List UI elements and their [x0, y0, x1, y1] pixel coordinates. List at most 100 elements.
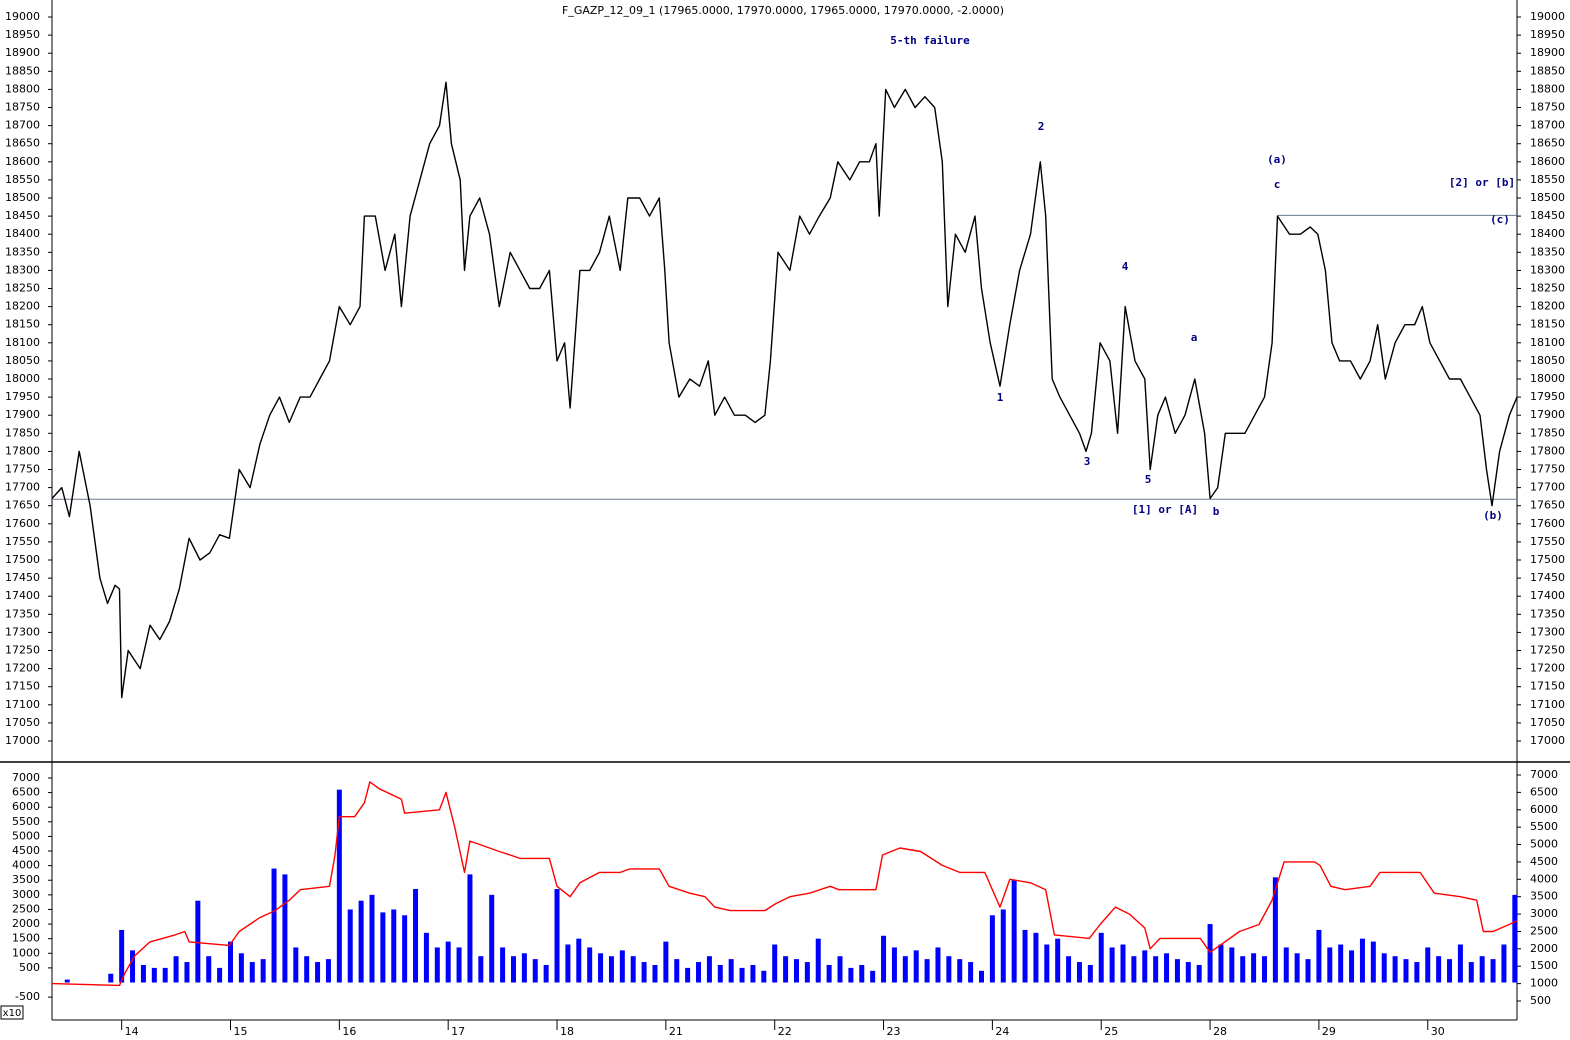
- volume-bar: [1261, 956, 1267, 983]
- volume-bar: [902, 956, 908, 983]
- y-tick-label-right: 17300: [1530, 625, 1565, 638]
- y-tick-label: 18700: [5, 119, 40, 132]
- y-tick-label: 1500: [12, 932, 40, 945]
- y-tick-label: 18000: [5, 372, 40, 385]
- y-tick-label: 18150: [5, 318, 40, 331]
- x-tick-label: 30: [1431, 1025, 1445, 1038]
- volume-bar: [663, 941, 669, 983]
- y2-tick-label: 4000: [1530, 872, 1558, 885]
- y-tick-label: 17700: [5, 481, 40, 494]
- x-tick-label: 29: [1322, 1025, 1336, 1038]
- volume-bar: [402, 915, 408, 983]
- y-tick-label-right: 17550: [1530, 535, 1565, 548]
- y-tick-label: 17350: [5, 607, 40, 620]
- y-tick-label-right: 17050: [1530, 716, 1565, 729]
- x-tick-label: 22: [778, 1025, 792, 1038]
- volume-bar: [1196, 964, 1202, 983]
- y-tick-label: 18500: [5, 191, 40, 204]
- volume-bar: [445, 941, 451, 983]
- wave-label: (a): [1267, 153, 1287, 166]
- y-tick-label-right: 17800: [1530, 444, 1565, 457]
- y-tick-label-right: 18250: [1530, 282, 1565, 295]
- volume-bar: [391, 909, 397, 983]
- volume-bar: [1512, 894, 1518, 983]
- y-tick-label-right: 18800: [1530, 82, 1565, 95]
- volume-bar: [1066, 956, 1072, 983]
- volume-bar: [968, 962, 974, 983]
- y-tick-label: 17750: [5, 463, 40, 476]
- y-tick-label-right: 17200: [1530, 662, 1565, 675]
- y-tick-label: 18950: [5, 28, 40, 41]
- y-tick-label: 18300: [5, 263, 40, 276]
- volume-bar: [282, 874, 288, 983]
- y-tick-label: 17050: [5, 716, 40, 729]
- volume-bar: [1457, 944, 1463, 983]
- y2-tick-label: 1000: [1530, 977, 1558, 990]
- y-tick-label: 18050: [5, 354, 40, 367]
- y-tick-label: 19000: [5, 10, 40, 23]
- volume-bar: [739, 967, 745, 983]
- volume-bar: [946, 956, 952, 983]
- wave-label: (b): [1483, 509, 1503, 522]
- wave-label: a: [1191, 331, 1198, 344]
- y2-tick-label: 6000: [1530, 803, 1558, 816]
- y-tick-label: 17800: [5, 444, 40, 457]
- y-tick-label: 2000: [12, 917, 40, 930]
- volume-bar: [206, 956, 212, 983]
- volume-bar: [130, 950, 136, 983]
- y-tick-label-right: 17250: [1530, 644, 1565, 657]
- volume-bar: [587, 947, 593, 983]
- y-tick-label-right: 18900: [1530, 46, 1565, 59]
- y-tick-label: 17850: [5, 426, 40, 439]
- y-tick-label: 17500: [5, 553, 40, 566]
- volume-bar: [1055, 938, 1061, 983]
- y-tick-label: 17100: [5, 698, 40, 711]
- volume-bar: [1087, 964, 1093, 983]
- y-tick-label: 18750: [5, 101, 40, 114]
- volume-bar: [1349, 950, 1355, 983]
- volume-bar: [674, 959, 680, 983]
- y2-tick-label: 2500: [1530, 924, 1558, 937]
- volume-bar: [772, 944, 778, 983]
- y-tick-label-right: 17150: [1530, 680, 1565, 693]
- volume-bar: [304, 956, 310, 983]
- volume-bar: [151, 967, 157, 983]
- volume-bar: [1414, 962, 1420, 983]
- y-tick-label: 17650: [5, 499, 40, 512]
- unit-box: [0, 1005, 24, 1020]
- volume-bar: [761, 970, 767, 983]
- volume-bar: [521, 953, 527, 983]
- x-tick-label: 25: [1104, 1025, 1118, 1038]
- y-tick-label: 18600: [5, 155, 40, 168]
- y-tick-label: 500: [19, 961, 40, 974]
- y-tick-label: 17250: [5, 644, 40, 657]
- wave-label: 5-th failure: [890, 34, 970, 47]
- volume-bar: [358, 900, 364, 983]
- volume-bar: [1447, 959, 1453, 983]
- volume-bar: [1294, 953, 1300, 983]
- volume-bar: [1272, 877, 1278, 983]
- y-tick-label: 6000: [12, 800, 40, 813]
- volume-bar: [380, 912, 386, 983]
- volume-bar: [336, 789, 342, 983]
- y-tick-label: 17300: [5, 625, 40, 638]
- y-tick-label: 18650: [5, 137, 40, 150]
- volume-bar: [489, 894, 495, 983]
- y-tick-label-right: 17850: [1530, 426, 1565, 439]
- y-tick-label: 18550: [5, 173, 40, 186]
- volume-bar: [837, 956, 843, 983]
- volume-bar: [227, 941, 233, 983]
- volume-bar: [1479, 956, 1485, 983]
- y-tick-label-right: 18300: [1530, 263, 1565, 276]
- volume-bar: [315, 962, 321, 983]
- volume-bar: [826, 964, 832, 983]
- volume-bar: [347, 909, 353, 983]
- volume-bar: [238, 953, 244, 983]
- volume-bar: [1240, 956, 1246, 983]
- volume-bar: [1370, 941, 1376, 983]
- volume-bar: [1338, 944, 1344, 983]
- volume-bar: [1000, 909, 1006, 983]
- volume-bar: [1425, 947, 1431, 983]
- wave-label: (c): [1490, 213, 1510, 226]
